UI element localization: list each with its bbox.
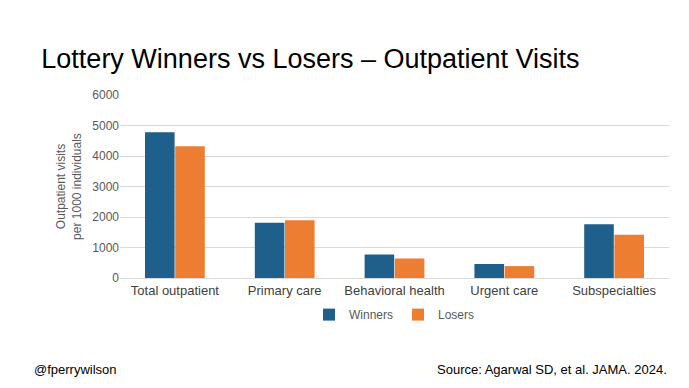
svg-text:1000: 1000	[92, 241, 119, 255]
svg-text:0: 0	[112, 271, 119, 285]
svg-text:4000: 4000	[92, 149, 119, 163]
svg-text:Total outpatient: Total outpatient	[131, 283, 220, 298]
svg-text:5000: 5000	[92, 119, 119, 133]
svg-text:Behavioral health: Behavioral health	[344, 283, 444, 298]
svg-text:2000: 2000	[92, 210, 119, 224]
svg-text:Outpatient visitsper 1000 indi: Outpatient visitsper 1000 individuals	[54, 133, 84, 240]
svg-text:Urgent care: Urgent care	[470, 283, 538, 298]
svg-text:3000: 3000	[92, 180, 119, 194]
svg-text:6000: 6000	[92, 88, 119, 102]
svg-text:Primary care: Primary care	[248, 283, 322, 298]
svg-text:Losers: Losers	[438, 308, 474, 322]
svg-text:Source: Agarwal SD, et al. JAM: Source: Agarwal SD, et al. JAMA. 2024.	[437, 362, 667, 377]
svg-text:@fperrywilson: @fperrywilson	[34, 362, 117, 377]
svg-text:Lottery Winners vs Losers – Ou: Lottery Winners vs Losers – Outpatient V…	[41, 44, 579, 74]
svg-text:Subspecialties: Subspecialties	[572, 283, 656, 298]
svg-text:Winners: Winners	[349, 308, 393, 322]
